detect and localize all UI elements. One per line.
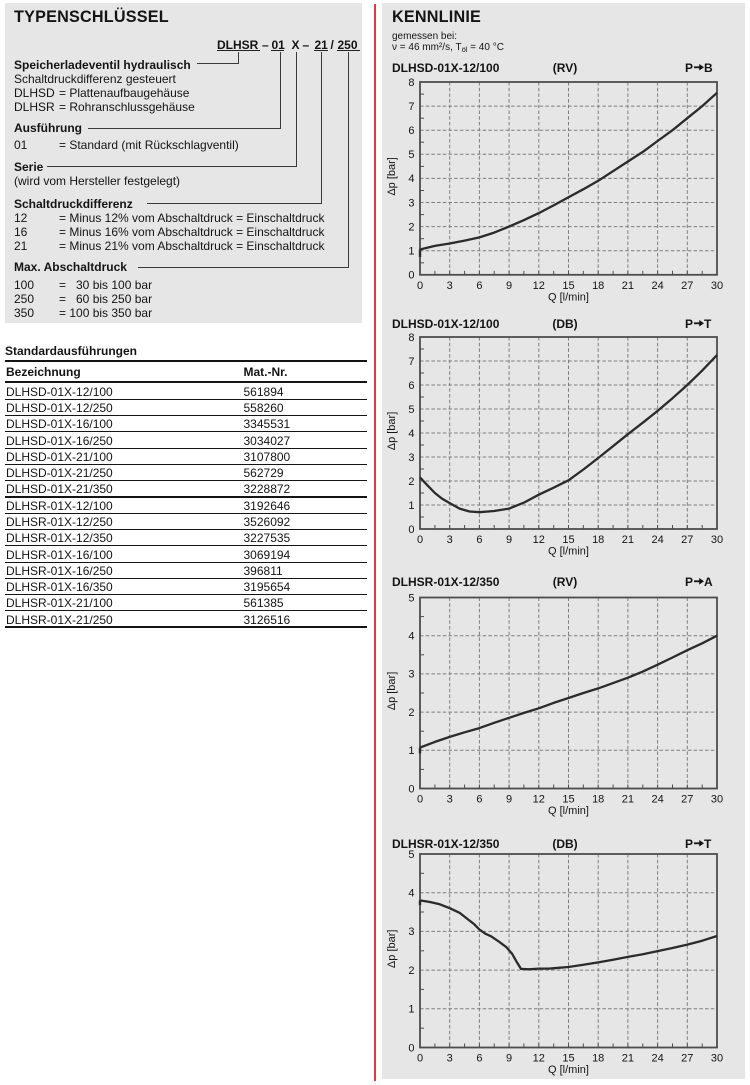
svg-text:1: 1 — [408, 246, 414, 258]
svg-text:6: 6 — [476, 1053, 482, 1065]
svg-text:24: 24 — [651, 794, 663, 806]
svg-text:9: 9 — [506, 1053, 512, 1065]
svg-text:Q [l/min]: Q [l/min] — [548, 546, 589, 558]
svg-text:0: 0 — [408, 1042, 414, 1054]
svg-text:7: 7 — [408, 101, 414, 113]
svg-text:18: 18 — [592, 1053, 604, 1065]
svg-text:8: 8 — [408, 77, 414, 89]
svg-text:21: 21 — [622, 794, 634, 806]
svg-text:6: 6 — [476, 794, 482, 806]
svg-text:3: 3 — [447, 794, 453, 806]
svg-text:21: 21 — [622, 1053, 634, 1065]
svg-text:Δp [bar]: Δp [bar] — [386, 672, 398, 711]
svg-text:3: 3 — [408, 452, 414, 464]
svg-text:12: 12 — [533, 534, 545, 546]
svg-text:18: 18 — [592, 534, 604, 546]
svg-text:9: 9 — [506, 534, 512, 546]
svg-text:6: 6 — [408, 125, 414, 137]
svg-text:0: 0 — [417, 280, 423, 292]
svg-text:Δp [bar]: Δp [bar] — [386, 930, 398, 969]
svg-text:3: 3 — [447, 1053, 453, 1065]
svg-text:30: 30 — [711, 534, 723, 546]
svg-text:8: 8 — [408, 332, 414, 344]
svg-text:4: 4 — [408, 631, 414, 643]
svg-text:2: 2 — [408, 221, 414, 233]
svg-text:3: 3 — [408, 669, 414, 681]
svg-text:Δp [bar]: Δp [bar] — [386, 157, 398, 196]
svg-text:5: 5 — [408, 849, 414, 861]
svg-text:1: 1 — [408, 500, 414, 512]
svg-text:2: 2 — [408, 476, 414, 488]
svg-text:30: 30 — [711, 1053, 723, 1065]
svg-text:6: 6 — [476, 534, 482, 546]
svg-text:18: 18 — [592, 280, 604, 292]
svg-text:5: 5 — [408, 149, 414, 161]
svg-text:0: 0 — [408, 270, 414, 282]
svg-text:2: 2 — [408, 707, 414, 719]
svg-text:21: 21 — [622, 280, 634, 292]
svg-text:0: 0 — [408, 524, 414, 536]
svg-text:27: 27 — [681, 534, 693, 546]
svg-text:Q [l/min]: Q [l/min] — [548, 291, 589, 303]
svg-text:1: 1 — [408, 1004, 414, 1016]
svg-text:24: 24 — [651, 280, 663, 292]
svg-text:Q [l/min]: Q [l/min] — [548, 805, 589, 817]
svg-text:24: 24 — [651, 534, 663, 546]
svg-text:6: 6 — [408, 380, 414, 392]
svg-text:27: 27 — [681, 1053, 693, 1065]
svg-text:30: 30 — [711, 280, 723, 292]
svg-text:15: 15 — [562, 534, 574, 546]
svg-text:5: 5 — [408, 404, 414, 416]
svg-text:24: 24 — [651, 1053, 663, 1065]
svg-text:12: 12 — [533, 280, 545, 292]
svg-text:Q [l/min]: Q [l/min] — [548, 1064, 589, 1076]
svg-text:18: 18 — [592, 794, 604, 806]
svg-text:2: 2 — [408, 965, 414, 977]
svg-text:Δp [bar]: Δp [bar] — [386, 412, 398, 451]
svg-text:3: 3 — [408, 926, 414, 938]
svg-text:5: 5 — [408, 592, 414, 604]
svg-text:0: 0 — [417, 794, 423, 806]
svg-text:6: 6 — [476, 280, 482, 292]
svg-text:4: 4 — [408, 888, 414, 900]
svg-text:3: 3 — [447, 280, 453, 292]
svg-text:30: 30 — [711, 794, 723, 806]
svg-text:3: 3 — [408, 197, 414, 209]
svg-text:1: 1 — [408, 745, 414, 757]
svg-text:0: 0 — [417, 1053, 423, 1065]
svg-text:7: 7 — [408, 356, 414, 368]
svg-text:9: 9 — [506, 794, 512, 806]
svg-text:27: 27 — [681, 794, 693, 806]
svg-text:21: 21 — [622, 534, 634, 546]
svg-text:12: 12 — [533, 794, 545, 806]
svg-text:3: 3 — [447, 534, 453, 546]
svg-text:0: 0 — [417, 534, 423, 546]
svg-text:9: 9 — [506, 280, 512, 292]
svg-text:4: 4 — [408, 173, 414, 185]
svg-text:15: 15 — [562, 794, 574, 806]
svg-text:4: 4 — [408, 428, 414, 440]
svg-text:15: 15 — [562, 280, 574, 292]
svg-text:15: 15 — [562, 1053, 574, 1065]
svg-text:0: 0 — [408, 783, 414, 795]
svg-text:12: 12 — [533, 1053, 545, 1065]
svg-text:27: 27 — [681, 280, 693, 292]
